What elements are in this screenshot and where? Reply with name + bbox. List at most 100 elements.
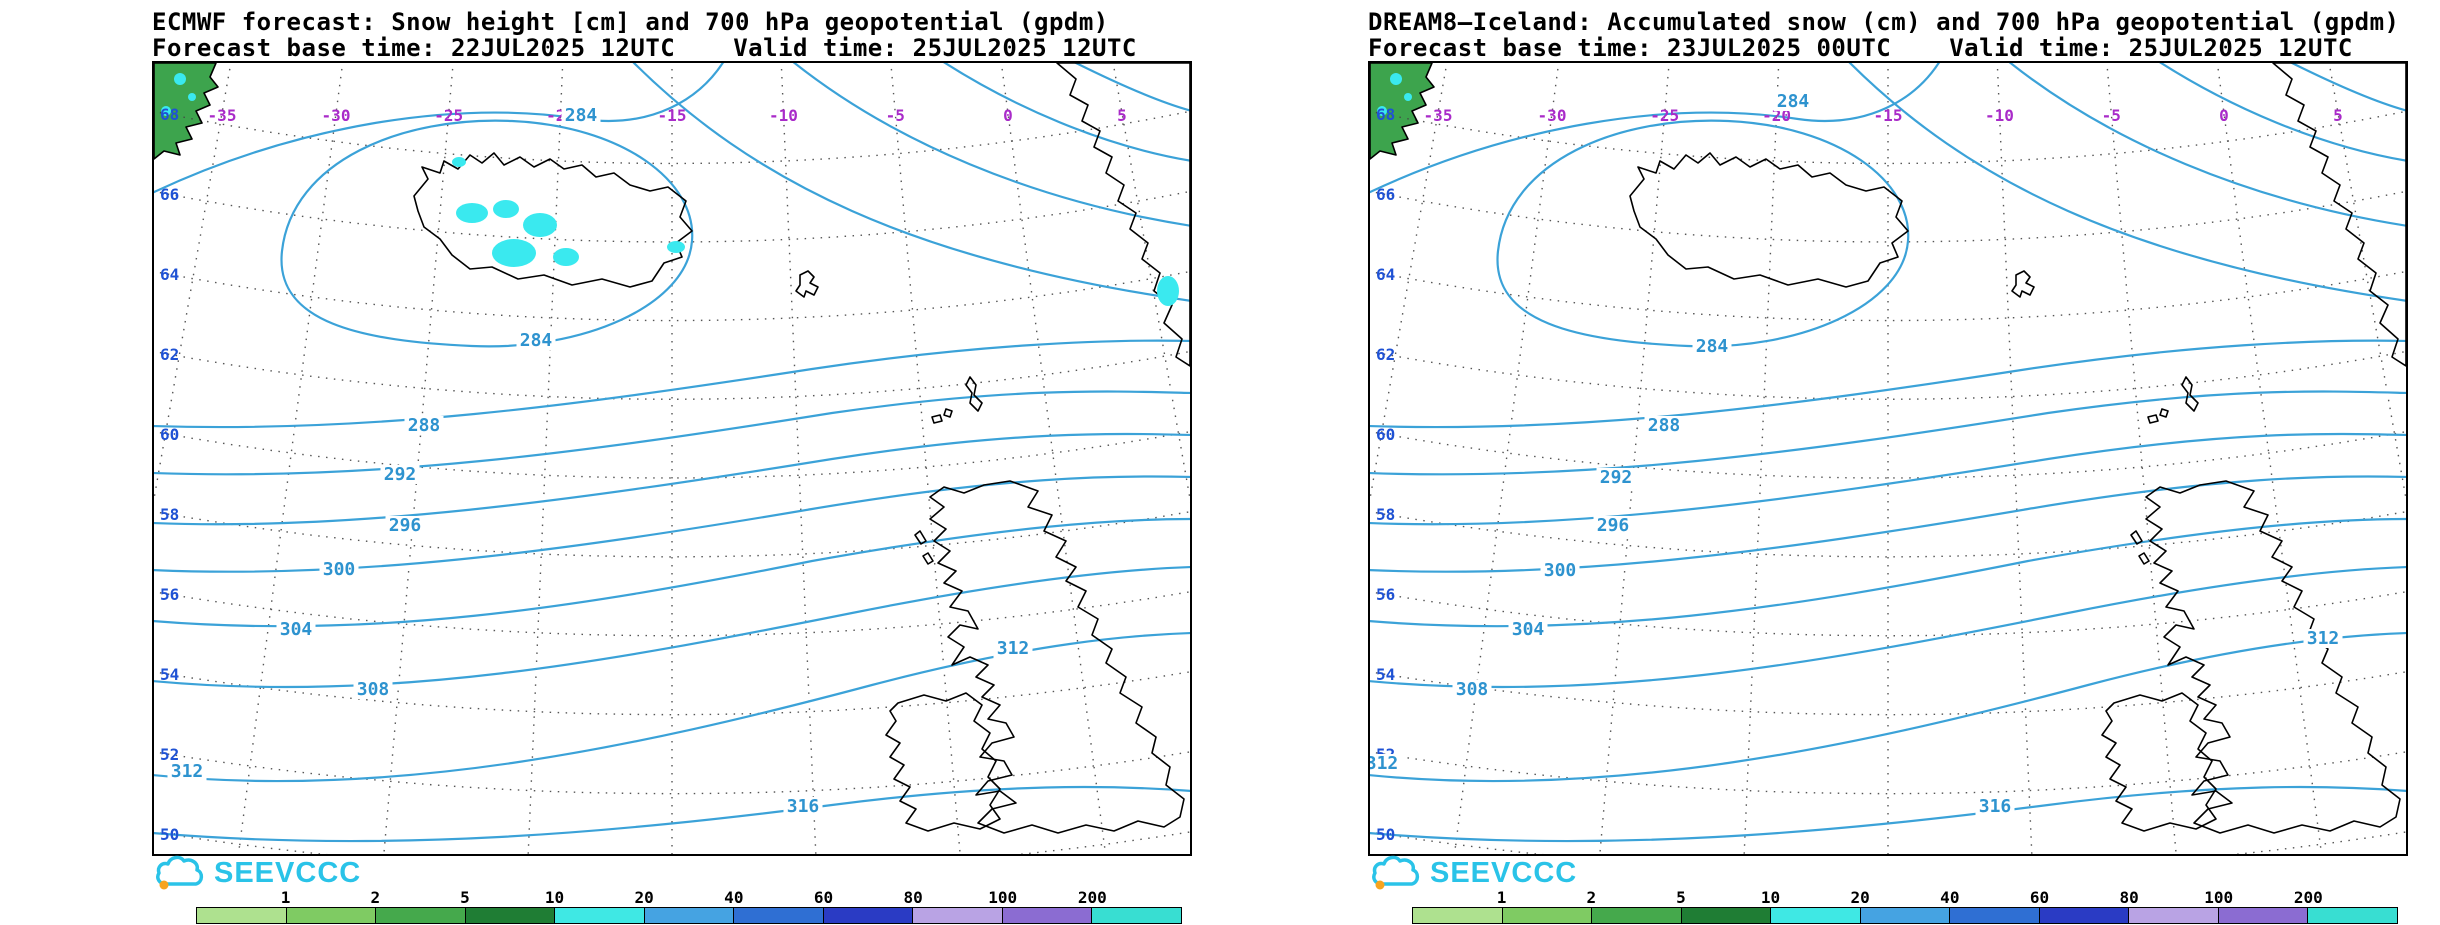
colorbar-tick: 80 [2119,888,2139,907]
small-island-coastline [2159,408,2169,418]
colorbar-segment [376,908,466,923]
contour-line [1370,565,2406,689]
small-island-coastline [2138,552,2150,565]
contour-label: 288 [1648,415,1681,436]
contour-label: 284 [1777,91,1810,112]
latitude-label: 50 [1376,825,1395,844]
ireland-coastline [885,692,1001,832]
snow-patch-iceland [667,241,685,253]
graticule [154,63,1190,854]
longitude-line [1370,63,1448,503]
latitude-label: 62 [1376,345,1395,364]
longitude-label: 0 [1003,106,1013,125]
latitude-label: 52 [160,745,179,764]
snow-patch [188,93,196,101]
contour-line [2289,63,2406,112]
longitude-line [2216,63,2323,854]
contour-line [1370,432,2406,526]
small-island-coastline [931,414,943,424]
colorbar-tick: 20 [1850,888,1870,907]
latitude-labels: 68 66 64 62 60 58 56 54 52 50 [160,105,179,844]
colorbar-segments [196,907,1182,924]
iceland-coastline [413,152,693,288]
contour-label: 304 [1512,619,1545,640]
norway-coastline [2272,63,2406,367]
snow-patch [1377,106,1387,116]
contour-line [154,565,1190,689]
contour-line [1073,63,1190,112]
snow-color-scale: 1 2 5 10 20 40 60 80 100 200 [1412,890,2398,924]
contour-label: 308 [1456,679,1489,700]
contour-line [154,390,1190,476]
colorbar-tick: 40 [1940,888,1960,907]
contour-line [1370,475,2406,573]
small-island-coastline [795,270,819,298]
latitude-label: 64 [1376,265,1395,284]
colorbar-tick: 10 [1760,888,1781,907]
contour-line [154,785,1190,843]
latitude-line [154,270,1190,322]
small-island-coastline [2130,530,2143,545]
longitude-line [1743,63,1780,854]
contour-line [1370,631,2406,783]
longitude-label: -30 [1538,106,1567,125]
colorbar-segment [1950,908,2040,923]
longitude-line [2106,63,2177,854]
snow-patches [1377,73,1412,116]
longitude-label: -25 [434,106,463,125]
contour-label: 312 [997,638,1030,659]
contour-label: 292 [384,464,417,485]
longitude-label: -30 [322,106,351,125]
contour-line [1848,63,2406,302]
colorbar-segment [1413,908,1503,923]
map-frame [152,61,1192,856]
colorbar-tick: 80 [903,888,923,907]
snow-patch-iceland [452,157,466,167]
snow-patch-iceland [493,200,519,218]
contour-line [154,517,1190,628]
forecast-base-time: Forecast base time: 22JUL2025 12UTC [152,34,676,62]
contour-label: 316 [1979,796,2012,817]
contour-line [1370,339,2406,429]
latitude-label: 62 [160,345,179,364]
colorbar-segment [823,908,914,923]
panel-dream8: DREAM8—Iceland: Accumulated snow (cm) an… [1368,0,2408,925]
subtitle-row: Forecast base time: 23JUL2025 00UTC Vali… [1368,34,2353,62]
colorbar-segment [1681,908,1772,923]
snow-patch-iceland [523,213,557,237]
colorbar-tick-labels: 1 2 5 10 20 40 60 80 100 200 [196,890,1182,906]
latitude-label: 54 [1376,665,1395,684]
latitude-label: 54 [160,665,179,684]
forecast-base-time: Forecast base time: 23JUL2025 00UTC [1368,34,1892,62]
latitude-line [154,190,1190,243]
geopotential-contours [1370,63,2406,843]
colorbar-tick: 5 [1676,888,1686,907]
colorbar-tick: 2 [370,888,381,907]
colorbar-tick: 100 [2204,888,2234,907]
latitude-line [154,831,1190,854]
snow-patch [161,106,171,116]
contour-line [154,339,1190,429]
coastlines [154,63,1190,834]
colorbar-tick: 2 [1586,888,1597,907]
colorbar-tick: 60 [2029,888,2050,907]
snow-patches [161,73,1179,306]
page-title: ECMWF forecast: Snow height [cm] and 700… [152,8,1109,36]
contour-line [1370,63,1940,194]
contour-line [2008,63,2406,227]
contour-label: 300 [323,559,356,580]
colorbar-segment [286,908,377,923]
contour-label: 312 [171,761,204,782]
contour-label: 284 [565,105,598,126]
contour-label: 292 [1600,467,1633,488]
contour-label: 296 [1597,515,1630,536]
colorbar-tick-labels: 1 2 5 10 20 40 60 80 100 200 [1412,890,2398,906]
colorbar-tick: 20 [634,888,654,907]
longitude-line [1112,63,1190,503]
contour-label: 288 [408,415,441,436]
contour-line [2159,63,2406,162]
longitude-label: -15 [1874,106,1903,125]
colorbar-tick: 40 [724,888,744,907]
seevccc-logo: SEEVCCC [1370,855,1577,890]
latitude-label: 58 [160,505,179,524]
